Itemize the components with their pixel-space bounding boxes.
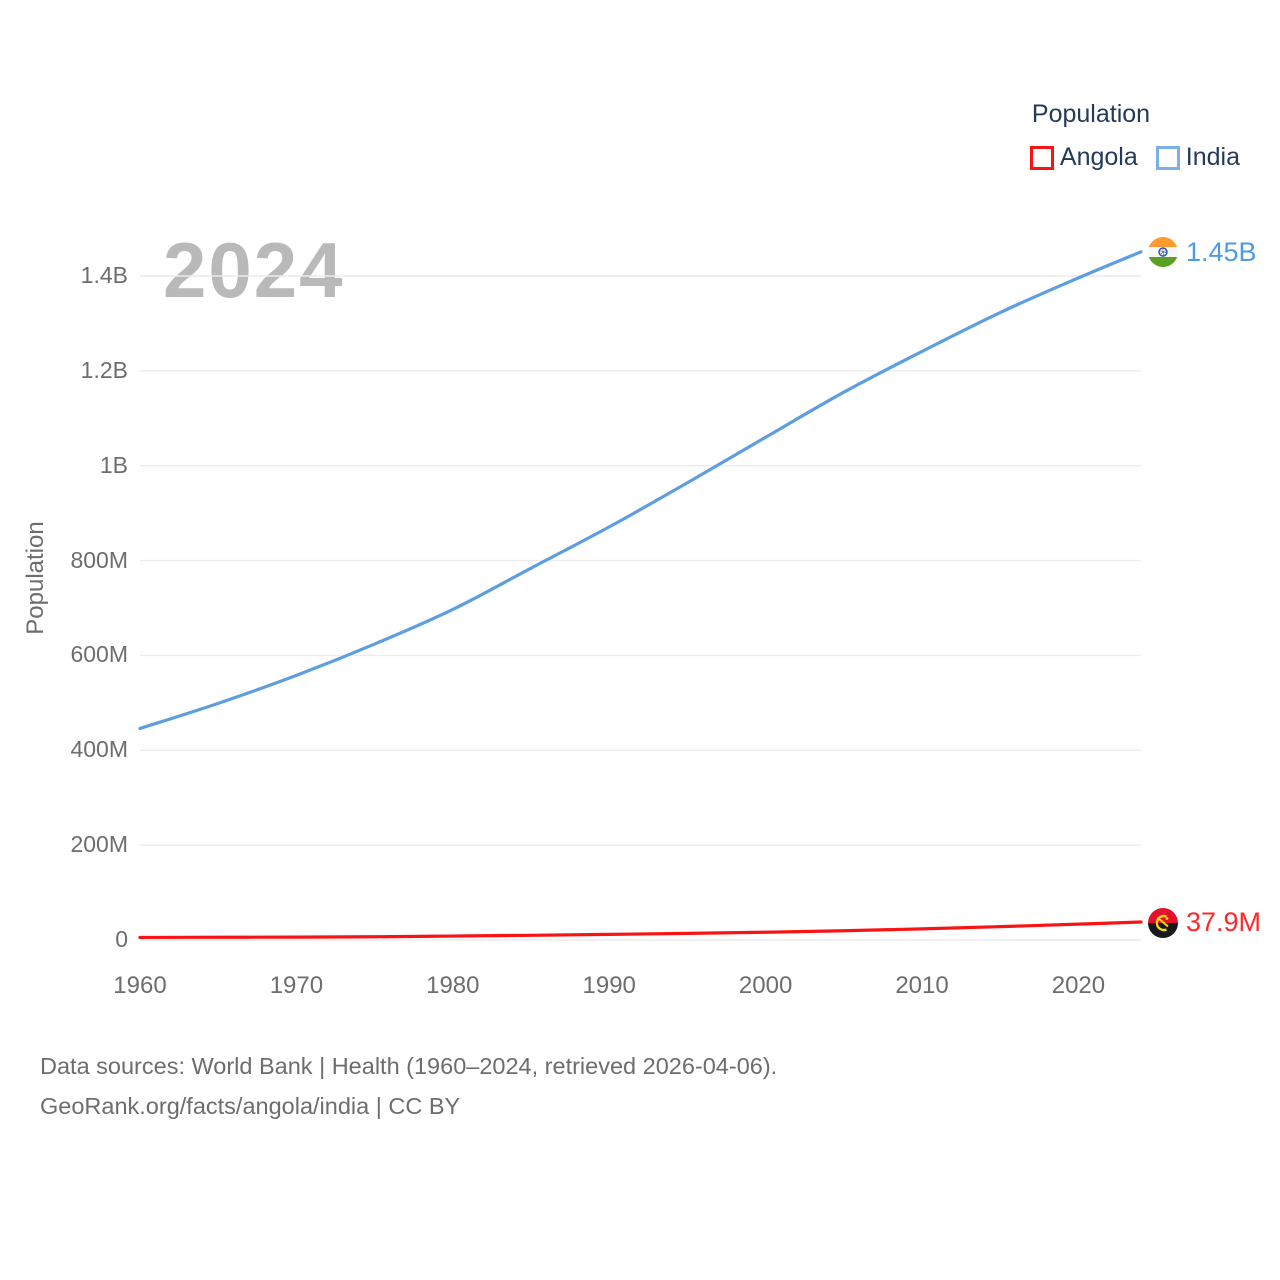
footer-data-sources: Data sources: World Bank | Health (1960–… [40, 1053, 778, 1079]
footer: Data sources: World Bank | Health (1960–… [40, 1046, 777, 1126]
angola-end-marker[interactable]: 37.9M [1148, 907, 1261, 938]
x-tick-label: 2020 [1051, 972, 1106, 999]
x-tick-label: 2010 [895, 972, 949, 999]
y-tick-label: 400M [70, 736, 128, 763]
y-tick-label: 1.2B [80, 356, 128, 383]
legend-item-india[interactable]: India [1155, 143, 1240, 172]
x-tick-label: 1990 [582, 972, 636, 999]
legend-items: Angola India [1029, 143, 1240, 172]
y-tick-label: 600M [70, 641, 128, 668]
x-tick-label: 1960 [113, 972, 167, 999]
legend-label-angola: Angola [1059, 143, 1138, 171]
india-value-label: 1.45B [1186, 236, 1257, 267]
x-tick-label: 1980 [426, 972, 480, 999]
x-tick-label: 1970 [269, 972, 324, 999]
legend-title: Population [1031, 100, 1151, 128]
angola-swatch-icon [1029, 145, 1054, 170]
india-flag-icon [1148, 237, 1178, 268]
footer-attribution: GeoRank.org/facts/angola/india | CC BY [40, 1093, 461, 1119]
india-end-marker[interactable]: 1.45B [1148, 237, 1257, 268]
chart-year-watermark: 2024 [163, 226, 345, 314]
y-tick-label: 1B [99, 451, 128, 478]
y-tick-label: 800M [70, 546, 128, 573]
legend: Population Angola India [1029, 100, 1240, 172]
y-tick-label: 1.4B [80, 262, 128, 288]
angola-value-label: 37.9M [1186, 907, 1262, 938]
y-tick-label: 200M [70, 831, 128, 858]
legend-item-angola[interactable]: Angola [1029, 143, 1138, 172]
india-swatch-icon [1155, 145, 1180, 170]
y-tick-label: 0 [115, 926, 128, 952]
angola-flag-icon [1148, 907, 1178, 938]
x-tick-label: 2000 [738, 972, 793, 999]
legend-label-india: India [1185, 143, 1240, 171]
